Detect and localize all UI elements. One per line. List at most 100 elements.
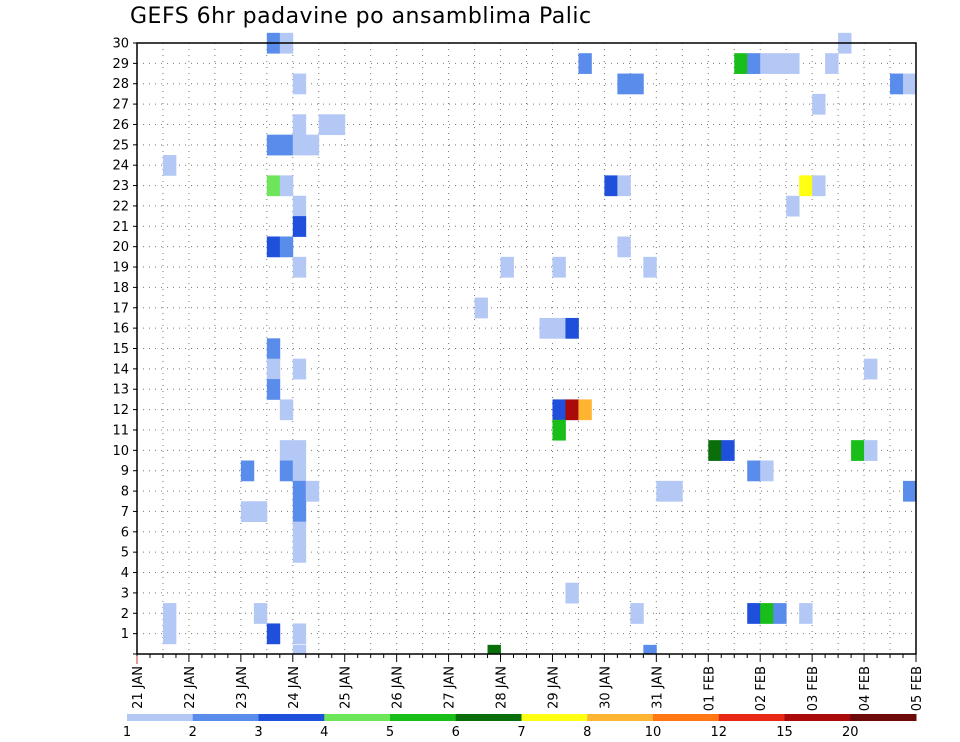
heatmap-cell xyxy=(305,134,320,156)
heatmap-cell xyxy=(903,480,917,502)
heatmap-cell xyxy=(578,399,592,421)
heatmap-cell xyxy=(799,175,813,197)
legend-swatch xyxy=(784,714,851,721)
legend-swatch xyxy=(718,714,785,721)
heatmap-cell xyxy=(292,480,307,502)
legend-label: 5 xyxy=(386,725,394,740)
heatmap-cell xyxy=(825,53,839,74)
heatmap-cell xyxy=(240,460,255,482)
heatmap-cell xyxy=(565,317,579,339)
heatmap-cell xyxy=(630,73,644,95)
heatmap-cell xyxy=(656,480,670,502)
heatmap-cell xyxy=(786,53,800,74)
y-tick-label: 2 xyxy=(121,607,129,622)
heatmap-cell xyxy=(279,175,294,197)
legend-swatch xyxy=(521,714,588,721)
heatmap-cell xyxy=(487,644,501,655)
y-tick-label: 28 xyxy=(112,77,129,92)
y-tick-label: 24 xyxy=(112,159,129,174)
y-tick-label: 14 xyxy=(112,362,129,377)
x-tick-label: 26 JAN xyxy=(391,666,406,709)
heatmap-cell xyxy=(552,317,566,339)
heatmap-cell xyxy=(773,603,787,624)
heatmap-cell xyxy=(747,53,761,74)
y-tick-label: 16 xyxy=(112,322,129,337)
x-tick-label: 27 JAN xyxy=(443,666,458,709)
legend-swatch xyxy=(850,714,917,721)
heatmap-cell xyxy=(747,603,761,624)
heatmap-cell xyxy=(708,440,722,461)
legend-swatch xyxy=(455,714,522,721)
heatmap-cell xyxy=(292,73,307,95)
chart-title: GEFS 6hr padavine po ansamblima Palic xyxy=(130,4,592,29)
legend-label: 7 xyxy=(517,725,525,740)
y-tick-label: 7 xyxy=(121,505,129,520)
y-tick-label: 20 xyxy=(112,240,129,255)
heatmap-cell xyxy=(760,603,774,624)
legend-swatch xyxy=(653,714,720,721)
heatmap-cell xyxy=(851,440,865,461)
legend-label: 4 xyxy=(320,725,328,740)
heatmap-cell xyxy=(812,93,826,115)
heatmap-cell xyxy=(539,317,553,339)
x-tick-label: 21 JAN xyxy=(131,666,146,709)
heatmap-cell xyxy=(292,358,307,380)
x-tick-label: 28 JAN xyxy=(495,666,510,709)
heatmap-cell xyxy=(617,175,631,197)
y-tick-label: 6 xyxy=(121,525,129,540)
heatmap-cell xyxy=(292,114,307,136)
heatmap-cell xyxy=(565,582,579,604)
heatmap-cell xyxy=(253,501,268,523)
heatmap-cell xyxy=(162,603,177,624)
legend-label: 2 xyxy=(189,725,197,740)
heatmap-cell xyxy=(292,440,307,461)
heatmap-cell xyxy=(734,53,748,74)
heatmap-cell xyxy=(266,134,281,156)
y-tick-label: 3 xyxy=(121,586,129,601)
y-tick-label: 5 xyxy=(121,546,129,561)
legend-swatch xyxy=(127,714,194,721)
x-tick-label: 25 JAN xyxy=(339,666,354,709)
x-tick-label: 30 JAN xyxy=(598,666,613,709)
y-tick-label: 8 xyxy=(121,485,129,500)
heatmap-cell xyxy=(266,236,281,258)
heatmap-cell xyxy=(266,338,281,360)
heatmap-cells xyxy=(162,32,917,655)
y-tick-label: 25 xyxy=(112,138,129,153)
legend-label: 20 xyxy=(842,725,859,740)
legend-label: 3 xyxy=(254,725,262,740)
y-tick-label: 18 xyxy=(112,281,129,296)
y-tick-label: 22 xyxy=(112,199,129,214)
heatmap-cell xyxy=(552,399,566,421)
heatmap-cell xyxy=(617,236,631,258)
heatmap-cell xyxy=(292,644,307,655)
heatmap-cell xyxy=(617,73,631,95)
heatmap-cell xyxy=(552,419,566,441)
heatmap-cell xyxy=(253,603,268,624)
y-tick-label: 26 xyxy=(112,118,129,133)
legend-label: 1 xyxy=(123,725,131,740)
heatmap-cell xyxy=(864,358,878,380)
x-tick-label: 31 JAN xyxy=(650,666,665,709)
heatmap-cell xyxy=(279,460,294,482)
x-tick-label: 24 JAN xyxy=(287,666,302,709)
heatmap-cell xyxy=(747,460,761,482)
heatmap-cell xyxy=(279,440,294,461)
heatmap-cell xyxy=(604,175,618,197)
heatmap-cell xyxy=(890,73,904,95)
y-axis: 1234567891011121314151617181920212223242… xyxy=(112,37,137,655)
heatmap-cell xyxy=(279,134,294,156)
heatmap-cell xyxy=(552,256,566,278)
y-tick-label: 4 xyxy=(121,566,129,581)
heatmap-cell xyxy=(578,53,592,74)
heatmap-cell xyxy=(162,155,177,176)
legend-swatch xyxy=(192,714,259,721)
y-tick-label: 30 xyxy=(112,37,129,52)
x-tick-label: 02 FEB xyxy=(754,666,769,711)
heatmap-cell xyxy=(864,440,878,461)
heatmap-cell xyxy=(903,73,917,95)
legend-swatch xyxy=(390,714,457,721)
y-tick-label: 1 xyxy=(121,627,129,642)
y-tick-label: 10 xyxy=(112,444,129,459)
